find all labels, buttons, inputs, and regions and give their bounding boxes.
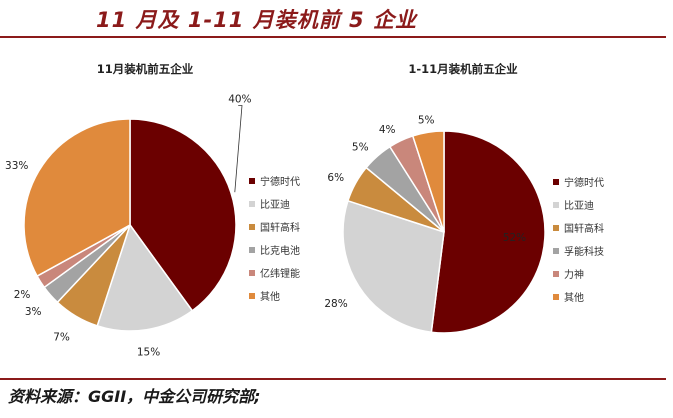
top-divider	[0, 36, 666, 38]
bottom-divider	[0, 378, 666, 380]
chart-1-legend-swatch-1	[249, 178, 255, 184]
chart-1-legend-swatch-3	[249, 224, 255, 230]
chart-2-legend-label-3: 国轩高科	[564, 222, 604, 235]
chart-1-legend-label-4: 比克电池	[260, 244, 300, 257]
chart-1-legend-label-2: 比亚迪	[260, 199, 290, 211]
chart-2-data-label-4: 5%	[352, 142, 369, 154]
chart-1-data-label-4: 3%	[25, 306, 42, 318]
chart-2-legend-label-1: 宁德时代	[564, 176, 604, 189]
chart-1-slice-6	[23, 118, 131, 278]
chart-1-legend-swatch-6	[249, 293, 255, 299]
chart-1-legend-swatch-5	[249, 270, 255, 276]
chart-1-slice-2	[96, 223, 194, 332]
chart-1-leader-line	[234, 105, 243, 193]
chart-2-legend-swatch-4	[553, 248, 559, 254]
chart-1-title: 11月装机前五企业	[97, 62, 194, 76]
chart-1-legend-label-6: 其他	[260, 290, 280, 303]
chart-1-legend-swatch-2	[249, 201, 255, 207]
chart-2-data-label-5: 4%	[379, 124, 396, 136]
chart-2-data-label-2: 28%	[324, 298, 347, 310]
charts-canvas: 11月装机前五企业 1-11月装机前五企业 40% 15% 7% 3% 2% 33% 宁德时…	[5, 62, 604, 359]
chart-1-legend-label-5: 亿纬锂能	[260, 267, 300, 280]
chart-2-data-label-3: 6%	[327, 172, 344, 184]
chart-1-legend-swatch-4	[249, 247, 255, 253]
chart-2-legend-swatch-2	[553, 202, 559, 208]
chart-1-data-label-2: 15%	[137, 347, 160, 359]
chart-1-data-label-1: 40%	[228, 94, 251, 106]
chart-2-legend-label-4: 孚能科技	[564, 245, 604, 258]
chart-2-slice-6	[411, 130, 445, 233]
chart-2-data-label-6: 5%	[418, 114, 435, 126]
chart-2-legend-label-2: 比亚迪	[564, 200, 594, 212]
chart-2-legend-label-6: 其他	[564, 291, 584, 304]
chart-1-data-label-5: 2%	[14, 289, 31, 301]
chart-2-legend-swatch-3	[553, 225, 559, 231]
chart-2-title: 1-11月装机前五企业	[408, 62, 518, 76]
chart-1-legend-label-3: 国轩高科	[260, 221, 300, 234]
chart-1-data-label-3: 7%	[53, 332, 70, 344]
chart-2-legend-swatch-1	[553, 179, 559, 185]
chart-2-slice-1	[430, 130, 546, 334]
chart-2-slice-2	[342, 199, 445, 334]
chart-1-legend-label-1: 宁德时代	[260, 175, 300, 188]
page-title: 11 月及 1-11 月装机前 5 企业	[96, 8, 417, 32]
source-note: 资料来源：GGII，中金公司研究部;	[8, 387, 261, 406]
chart-2-legend-label-5: 力神	[564, 268, 584, 281]
chart-1-data-label-6: 33%	[5, 160, 28, 172]
chart-2-data-label-1: 52%	[503, 232, 526, 244]
chart-1-slice-1	[129, 118, 237, 312]
chart-2-legend-swatch-5	[553, 271, 559, 277]
chart-2-legend-swatch-6	[553, 294, 559, 300]
